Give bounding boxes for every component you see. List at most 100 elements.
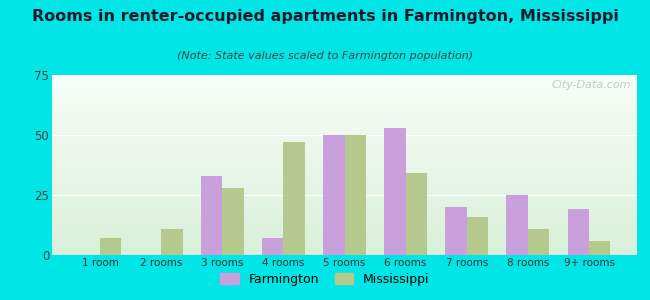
- Bar: [52, 196, 637, 197]
- Bar: [52, 185, 637, 187]
- Bar: [52, 203, 637, 205]
- Bar: [52, 197, 637, 199]
- Bar: [384, 128, 406, 255]
- Bar: [52, 194, 637, 196]
- Bar: [52, 93, 637, 95]
- Bar: [52, 250, 637, 251]
- Bar: [589, 241, 610, 255]
- Bar: [52, 91, 637, 93]
- Bar: [52, 237, 637, 239]
- Bar: [52, 156, 637, 158]
- Legend: Farmington, Mississippi: Farmington, Mississippi: [215, 268, 435, 291]
- Bar: [52, 102, 637, 104]
- Bar: [323, 135, 345, 255]
- Bar: [52, 239, 637, 241]
- Bar: [52, 104, 637, 106]
- Bar: [52, 174, 637, 176]
- Bar: [52, 244, 637, 246]
- Bar: [52, 161, 637, 163]
- Bar: [52, 170, 637, 172]
- Bar: [52, 178, 637, 179]
- Bar: [52, 214, 637, 215]
- Bar: [52, 107, 637, 109]
- Bar: [52, 151, 637, 152]
- Bar: [52, 86, 637, 88]
- Bar: [52, 176, 637, 178]
- Bar: [52, 79, 637, 80]
- Bar: [467, 217, 488, 255]
- Bar: [52, 143, 637, 145]
- Bar: [52, 232, 637, 233]
- Bar: [283, 142, 305, 255]
- Bar: [52, 160, 637, 161]
- Bar: [52, 188, 637, 190]
- Bar: [52, 125, 637, 127]
- Text: (Note: State values scaled to Farmington population): (Note: State values scaled to Farmington…: [177, 51, 473, 61]
- Bar: [52, 210, 637, 212]
- Bar: [52, 134, 637, 136]
- Bar: [52, 95, 637, 97]
- Bar: [52, 75, 637, 77]
- Bar: [52, 118, 637, 120]
- Bar: [52, 181, 637, 183]
- Bar: [52, 97, 637, 98]
- Bar: [52, 163, 637, 165]
- Bar: [52, 187, 637, 188]
- Bar: [52, 106, 637, 107]
- Bar: [52, 147, 637, 149]
- Bar: [506, 195, 528, 255]
- Bar: [52, 131, 637, 133]
- Bar: [201, 176, 222, 255]
- Bar: [52, 133, 637, 134]
- Bar: [52, 221, 637, 223]
- Bar: [445, 207, 467, 255]
- Bar: [52, 212, 637, 214]
- Bar: [52, 190, 637, 192]
- Bar: [262, 238, 283, 255]
- Bar: [52, 165, 637, 167]
- Bar: [52, 158, 637, 160]
- Bar: [52, 201, 637, 203]
- Bar: [52, 116, 637, 118]
- Bar: [52, 235, 637, 237]
- Bar: [52, 230, 637, 232]
- Bar: [52, 129, 637, 131]
- Bar: [52, 82, 637, 84]
- Bar: [52, 100, 637, 102]
- Bar: [52, 167, 637, 169]
- Bar: [52, 124, 637, 125]
- Bar: [52, 149, 637, 151]
- Bar: [52, 205, 637, 206]
- Bar: [52, 115, 637, 116]
- Bar: [52, 192, 637, 194]
- Bar: [52, 152, 637, 154]
- Bar: [52, 127, 637, 129]
- Bar: [52, 120, 637, 122]
- Bar: [567, 209, 589, 255]
- Bar: [52, 140, 637, 142]
- Bar: [52, 251, 637, 253]
- Bar: [52, 219, 637, 221]
- Bar: [161, 229, 183, 255]
- Bar: [52, 208, 637, 210]
- Bar: [52, 89, 637, 91]
- Bar: [52, 138, 637, 140]
- Bar: [52, 77, 637, 79]
- Bar: [52, 136, 637, 138]
- Bar: [528, 229, 549, 255]
- Bar: [52, 217, 637, 219]
- Bar: [52, 179, 637, 181]
- Bar: [52, 122, 637, 124]
- Bar: [52, 80, 637, 82]
- Bar: [52, 241, 637, 242]
- Bar: [52, 248, 637, 250]
- Bar: [52, 113, 637, 115]
- Bar: [52, 228, 637, 230]
- Bar: [52, 224, 637, 226]
- Bar: [52, 109, 637, 111]
- Bar: [52, 253, 637, 255]
- Bar: [52, 111, 637, 113]
- Bar: [52, 154, 637, 156]
- Bar: [52, 246, 637, 248]
- Bar: [52, 199, 637, 201]
